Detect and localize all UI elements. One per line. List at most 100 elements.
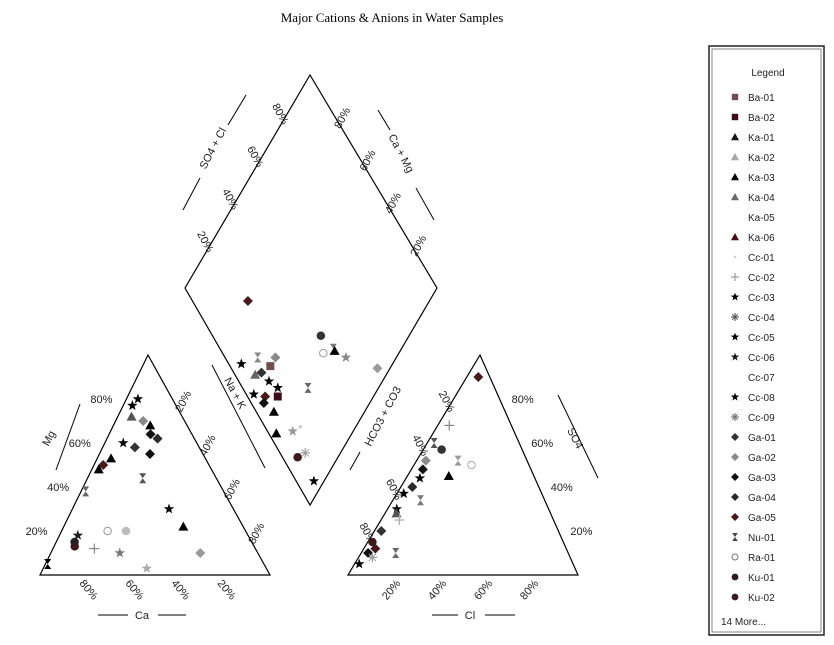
legend-marker xyxy=(730,392,740,401)
diamond-data-point xyxy=(263,375,275,386)
legend-entry-label: Ku-01 xyxy=(748,573,775,584)
anion-tick-so4: 60% xyxy=(531,438,553,450)
anion-tick-hco3: 40% xyxy=(409,433,430,458)
legend-entry: Cc-05 xyxy=(730,332,775,344)
legend-marker xyxy=(730,352,740,361)
cation-data-point xyxy=(89,543,100,554)
cation-data-point xyxy=(93,464,104,474)
cation-tick-ca: 60% xyxy=(123,578,146,603)
legend-entry-label: Ka-01 xyxy=(748,133,775,144)
anion-axis-hco3: HCO3 + CO3 xyxy=(363,385,404,449)
cation-data-point xyxy=(138,416,149,426)
diamond-axis-camg-line xyxy=(415,187,435,221)
legend-marker xyxy=(732,533,738,541)
diamond-data-point xyxy=(304,382,312,393)
anion-tick-cl: 40% xyxy=(426,578,449,603)
cation-tick-ca: 20% xyxy=(215,578,238,603)
diamond-data-point xyxy=(248,388,259,399)
anion-data-point xyxy=(398,488,409,498)
diamond-data-point xyxy=(271,428,282,438)
legend-marker xyxy=(731,133,739,141)
diamond-data-point xyxy=(242,296,253,307)
cation-tick-nak: 40% xyxy=(198,433,219,458)
legend-entry-label: Cc-01 xyxy=(748,253,775,264)
diamond-axis-so4cl-line xyxy=(182,177,201,211)
legend-marker xyxy=(731,113,739,121)
legend-title: Legend xyxy=(751,68,784,79)
anion-tick-so4: 20% xyxy=(570,526,592,538)
legend-entry: Ku-01 xyxy=(731,573,775,584)
cation-tick-ca: 40% xyxy=(169,578,192,603)
diamond-data-point xyxy=(273,392,282,401)
legend-entry-label: Cc-05 xyxy=(748,333,775,344)
cation-data-point xyxy=(72,529,84,540)
diamond-data-point xyxy=(308,475,320,486)
anion-data-point xyxy=(473,372,484,382)
legend-marker xyxy=(731,413,739,421)
diamond-data-point xyxy=(319,348,328,358)
cation-data-point xyxy=(106,453,117,463)
legend-entry: Cc-09 xyxy=(731,413,775,424)
cation-data-point xyxy=(139,473,147,484)
legend-entry: Ka-02 xyxy=(731,153,775,164)
anion-axis-cl: Cl xyxy=(465,610,475,622)
cation-data-point xyxy=(163,503,175,514)
diamond-plot: 20%40%60%80% 80%60%40%20%SO4 + Cl Ca + Mg xyxy=(182,73,438,507)
diamond-data-point xyxy=(268,406,279,416)
diamond-tick-so4cl: 60% xyxy=(244,144,265,169)
cation-data-point xyxy=(44,559,52,569)
diamond-axis-camg: Ca + Mg xyxy=(386,132,416,175)
cation-data-point xyxy=(118,437,129,448)
anion-data-point xyxy=(407,482,418,492)
legend-entry-label: Ga-01 xyxy=(748,433,776,444)
cation-axis-nak-line xyxy=(211,364,266,469)
diamond-data-point xyxy=(293,453,302,462)
anion-data-point xyxy=(370,543,381,554)
legend-entry-label: Ka-06 xyxy=(748,233,775,244)
legend-marker xyxy=(731,93,739,101)
anion-tick-cl: 80% xyxy=(518,578,541,603)
cation-triangle-outline xyxy=(39,353,272,576)
cation-data-point xyxy=(145,420,156,430)
anion-tick-so4: 40% xyxy=(551,482,573,494)
anion-data-point xyxy=(367,552,378,563)
legend-entry: Cc-07 xyxy=(748,373,775,384)
cation-data-point xyxy=(129,442,140,453)
anion-data-point xyxy=(354,558,365,569)
anion-triangle: 80%60%40%20%20% 40% 60% 80%80%60%40%20%HCO3… xyxy=(346,353,599,622)
diamond-tick-camg: 80% xyxy=(332,105,353,130)
cation-tick-mg: 60% xyxy=(69,438,91,450)
anion-axis-so4-line xyxy=(557,394,599,479)
legend-marker xyxy=(730,292,740,301)
diamond-data-point xyxy=(329,345,340,355)
legend-entry: Ga-05 xyxy=(731,513,776,524)
diamond-data-point xyxy=(372,363,383,374)
cation-tick-mg: 40% xyxy=(47,482,69,494)
legend-marker xyxy=(731,153,739,161)
legend-entry: Ba-02 xyxy=(731,113,775,124)
legend-entry: Cc-04 xyxy=(731,313,775,324)
legend-marker xyxy=(731,233,739,241)
legend-entry: Ka-03 xyxy=(731,173,775,184)
legend-entry: Cc-02 xyxy=(731,273,775,284)
legend-entry-label: Ka-03 xyxy=(748,173,775,184)
diamond-data-point xyxy=(298,425,303,429)
anion-tick-cl: 60% xyxy=(472,578,495,603)
diamond-tick-camg: 60% xyxy=(358,148,379,173)
cation-tick-mg: 20% xyxy=(26,526,48,538)
anion-data-point xyxy=(391,503,402,514)
legend-entry: Ba-01 xyxy=(731,93,775,104)
legend-entry-label: Cc-02 xyxy=(748,273,775,284)
diamond-data-point xyxy=(260,391,271,402)
diamond-data-point xyxy=(258,398,269,409)
legend-entry-label: Ga-04 xyxy=(748,493,776,504)
cation-tick-nak: 60% xyxy=(222,477,243,502)
diamond-data-point xyxy=(316,331,326,340)
legend-entry-label: Cc-08 xyxy=(748,393,775,404)
cation-data-point xyxy=(141,562,152,573)
cation-data-point xyxy=(145,429,156,440)
diamond-tick-so4cl: 40% xyxy=(219,187,240,212)
diamond-tick-so4cl: 80% xyxy=(269,102,290,127)
legend-marker xyxy=(731,273,739,281)
diamond-data-point xyxy=(300,447,311,458)
